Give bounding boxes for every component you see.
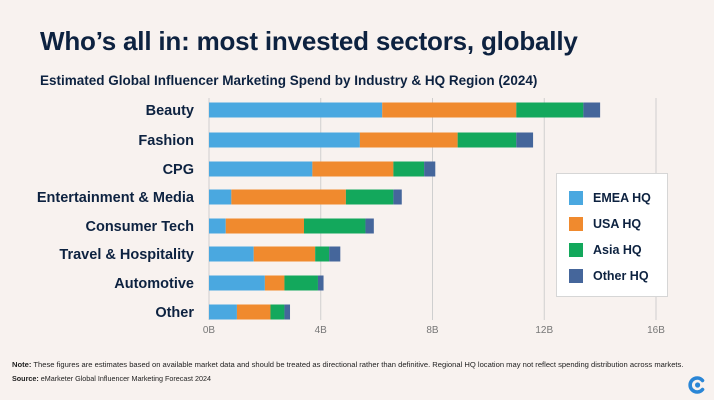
bar-segment [225, 218, 304, 234]
legend-swatch-asia [569, 243, 583, 257]
bar-segment [209, 132, 360, 148]
legend-label-asia: Asia HQ [593, 243, 642, 257]
legend-label-usa: USA HQ [593, 217, 642, 231]
bar-segment [209, 275, 265, 291]
bar-segment [231, 189, 346, 205]
bar-segment [303, 218, 366, 234]
bar-segment [209, 189, 232, 205]
bar-segment [284, 304, 291, 320]
bar-segment [209, 246, 254, 262]
bar-segment [393, 189, 402, 205]
category-label: Travel & Hospitality [59, 247, 194, 263]
category-label: Automotive [114, 276, 194, 292]
note-label: Note: [12, 360, 32, 369]
bar-segment [236, 304, 271, 320]
bar-segment [424, 161, 436, 177]
x-tick-label: 8B [426, 325, 439, 336]
x-tick-label: 16B [647, 325, 665, 336]
bar-segment [516, 132, 534, 148]
legend-swatch-usa [569, 217, 583, 231]
source-label: Source: [12, 374, 39, 383]
bar-chart: 0B 4B 8B 12B 16B Beauty Fashion CPG Entertainmen… [37, 98, 665, 336]
bar-segment [329, 246, 341, 262]
bar-segment [317, 275, 324, 291]
bar-segment [209, 102, 383, 118]
bar-segment [583, 102, 601, 118]
bar-segment [516, 102, 584, 118]
bar-segment [345, 189, 394, 205]
legend-label-other: Other HQ [593, 269, 649, 283]
bar-segment [270, 304, 285, 320]
bar-segment [393, 161, 425, 177]
emarketer-logo-icon[interactable] [688, 376, 706, 394]
bar-segment [312, 161, 394, 177]
bar-segment [209, 218, 226, 234]
legend-swatch-emea [569, 191, 583, 205]
bar-segment [382, 102, 517, 118]
bar-segment [209, 161, 313, 177]
bar-segment [284, 275, 318, 291]
legend-item-emea: EMEA HQ [569, 190, 651, 206]
legend-item-other: Other HQ [569, 268, 649, 284]
category-label: Fashion [138, 133, 194, 149]
bar-segment [209, 304, 237, 320]
source-text: eMarketer Global Influencer Marketing Fo… [40, 374, 211, 383]
chart-subtitle: Estimated Global Influencer Marketing Sp… [40, 73, 538, 88]
category-label: Entertainment & Media [37, 190, 195, 206]
legend-label-emea: EMEA HQ [593, 191, 651, 205]
legend-item-usa: USA HQ [569, 216, 641, 232]
bar-segment [315, 246, 330, 262]
x-tick-label: 12B [535, 325, 553, 336]
footnote: Note: These figures are estimates based … [12, 360, 683, 369]
bar-segment [457, 132, 517, 148]
source-line: Source: eMarketer Global Influencer Mark… [12, 374, 211, 383]
category-label: Consumer Tech [85, 219, 194, 235]
bar-segment [365, 218, 374, 234]
bar-segment [264, 275, 285, 291]
legend-swatch-other [569, 269, 583, 283]
note-text: These figures are estimates based on ava… [33, 360, 684, 369]
legend: EMEA HQ USA HQ Asia HQ Other HQ [556, 173, 668, 297]
category-label: Beauty [146, 103, 194, 119]
bar-segment [359, 132, 458, 148]
category-label: Other [155, 305, 194, 321]
x-tick-label: 0B [203, 325, 216, 336]
bar-segment [253, 246, 316, 262]
x-tick-label: 4B [315, 325, 328, 336]
category-label: CPG [163, 162, 194, 178]
legend-item-asia: Asia HQ [569, 242, 642, 258]
chart-title: Who’s all in: most invested sectors, glo… [40, 26, 578, 56]
